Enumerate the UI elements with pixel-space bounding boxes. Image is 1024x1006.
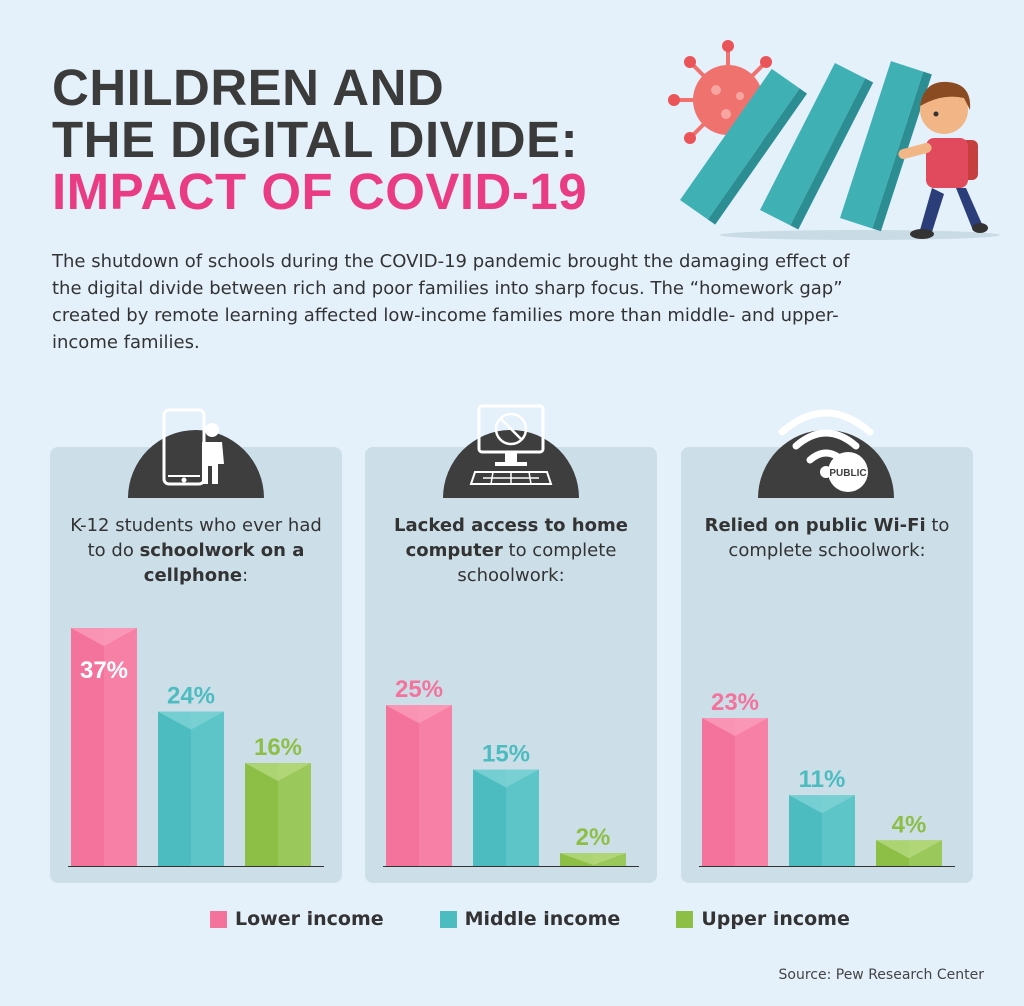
public-wifi-icon: PUBLIC	[758, 409, 894, 498]
cellphone-student-icon	[128, 408, 264, 498]
bar-label-3-upper: 4%	[892, 811, 927, 838]
panel-label-text: to complete schoolwork:	[457, 540, 617, 586]
bar-cap	[386, 705, 452, 724]
bar-3-upper	[876, 840, 942, 866]
bar-body	[158, 711, 224, 866]
bar-label-1-upper: 16%	[254, 734, 302, 761]
intro-paragraph: The shutdown of schools during the COVID…	[52, 251, 850, 353]
title-line-3: IMPACT OF COVID-19	[52, 163, 588, 220]
bar-label-2-lower: 25%	[395, 676, 443, 703]
panel-label-wifi: Relied on public Wi-Fi to complete schoo…	[695, 513, 959, 563]
bar-label-3-middle: 11%	[799, 766, 846, 793]
bar-1-lower	[71, 628, 137, 866]
child-figure	[898, 81, 988, 239]
bar-cap	[158, 711, 224, 730]
bar-cap	[473, 769, 539, 788]
title-line-1: CHILDREN AND	[52, 59, 445, 116]
panel-label-text: K-12 students who ever had to do	[70, 515, 322, 561]
bar-highlight	[278, 763, 311, 866]
legend-label-middle: Middle income	[464, 908, 621, 930]
source-credit: Source: Pew Research Center	[778, 967, 985, 983]
bar-label-1-lower: 37%	[80, 657, 128, 684]
bar-body	[386, 705, 452, 866]
bar-2-upper	[560, 853, 626, 866]
panel-label-text: :	[242, 565, 249, 586]
bar-label-3-lower: 23%	[711, 689, 759, 716]
domino-blocks	[680, 61, 932, 232]
panel-label-cellphone: K-12 students who ever had to do schoolw…	[64, 513, 328, 588]
bar-cap	[876, 840, 942, 859]
panel-label-computer: Lacked access to home computer to comple…	[379, 513, 643, 588]
bar-3-middle	[789, 795, 855, 866]
legend-item-middle: Middle income	[439, 908, 621, 930]
legend-swatch-lower	[210, 910, 227, 928]
bar-1-upper	[245, 763, 311, 866]
bar-cap	[71, 628, 137, 646]
bar-highlight	[419, 705, 452, 866]
title-line-2: THE DIGITAL DIVIDE:	[52, 111, 579, 168]
bar-cap	[702, 718, 768, 737]
bar-body	[702, 718, 768, 866]
bar-2-middle	[473, 769, 539, 866]
bar-3-lower	[702, 718, 768, 866]
legend-item-lower: Lower income	[210, 908, 384, 930]
bar-1-middle	[158, 711, 224, 866]
domino-illustration	[668, 40, 1000, 240]
panel-label-bold: schoolwork on a cellphone	[139, 540, 305, 586]
computer-blocked-icon	[443, 404, 579, 498]
panel-label-bold: Lacked access to home computer	[394, 515, 628, 561]
legend-label-upper: Upper income	[701, 908, 850, 930]
legend-label-lower: Lower income	[235, 908, 384, 930]
panel-label-text: to complete schoolwork:	[728, 515, 950, 561]
bar-label-1-middle: 24%	[167, 683, 215, 710]
bar-cap	[560, 853, 626, 865]
bar-highlight	[191, 711, 224, 866]
bar-label-2-middle: 15%	[482, 741, 530, 768]
bar-body	[71, 628, 137, 866]
legend-item-upper: Upper income	[676, 908, 850, 930]
bar-label-2-upper: 2%	[576, 824, 611, 851]
panel-label-bold: Relied on public Wi-Fi	[704, 515, 926, 536]
bar-highlight	[104, 628, 137, 866]
legend-swatch-upper	[676, 910, 694, 928]
bar-highlight	[735, 718, 768, 866]
bar-highlight	[506, 769, 539, 866]
bar-cap	[245, 763, 311, 782]
bar-2-lower	[386, 705, 452, 866]
legend: Lower income Middle income Upper income	[210, 908, 850, 930]
bar-cap	[789, 795, 855, 814]
public-badge-label: PUBLIC	[829, 468, 866, 479]
page-title: CHILDREN AND THE DIGITAL DIVIDE: IMPACT …	[52, 62, 587, 218]
legend-swatch-middle	[439, 910, 457, 928]
